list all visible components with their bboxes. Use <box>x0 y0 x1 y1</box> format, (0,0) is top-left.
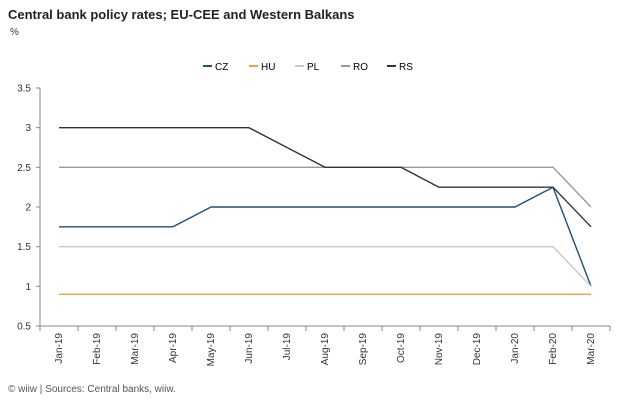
x-tick-label: Aug-19 <box>320 333 331 366</box>
x-tick-label: Jul-19 <box>282 333 293 361</box>
x-tick-label: Apr-19 <box>168 333 179 363</box>
x-tick-label: Jun-19 <box>244 333 255 364</box>
x-tick-label: Mar-20 <box>586 333 597 365</box>
y-tick-label: 2.5 <box>17 163 31 174</box>
x-tick-label: Nov-19 <box>434 333 445 366</box>
series-line-cz <box>59 186 592 287</box>
y-tick-label: 3 <box>25 123 31 134</box>
x-tick-label: Feb-20 <box>548 333 559 365</box>
x-tick-label: Sep-19 <box>358 333 369 366</box>
chart-title: Central bank policy rates; EU-CEE and We… <box>8 7 355 22</box>
series-line-rs <box>59 126 592 228</box>
y-tick-label: 3.5 <box>17 84 31 95</box>
x-tick-label: Oct-19 <box>396 333 407 363</box>
x-tick-label: Feb-19 <box>92 333 103 365</box>
source-note: © wiiw | Sources: Central banks, wiiw. <box>8 384 176 395</box>
x-tick-label: Jan-19 <box>54 333 65 364</box>
legend-label-cz: CZ <box>215 62 228 73</box>
series-line-pl <box>59 245 592 287</box>
y-tick-label: 1 <box>25 282 31 293</box>
x-tick-label: Jan-20 <box>510 333 521 364</box>
legend-label-rs: RS <box>399 62 413 73</box>
x-tick-label: May-19 <box>206 333 217 367</box>
x-tick-label: Mar-19 <box>130 333 141 365</box>
y-tick-label: 2 <box>25 203 31 214</box>
legend-label-pl: PL <box>307 62 320 73</box>
y-tick-label: 0.5 <box>17 322 31 333</box>
y-tick-label: 1.5 <box>17 242 31 253</box>
legend-label-hu: HU <box>261 62 275 73</box>
x-tick-label: Dec-19 <box>472 333 483 366</box>
legend-label-ro: RO <box>353 62 368 73</box>
y-unit-label: % <box>10 27 19 38</box>
